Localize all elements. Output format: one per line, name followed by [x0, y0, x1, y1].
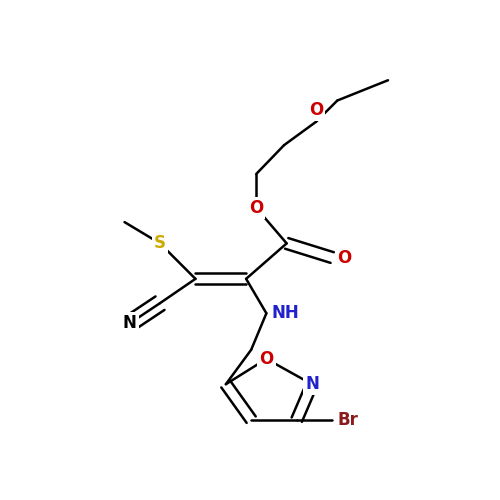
Text: O: O: [260, 350, 274, 368]
Text: O: O: [249, 199, 264, 217]
Text: O: O: [309, 102, 323, 119]
Text: NH: NH: [272, 304, 299, 322]
Text: O: O: [338, 248, 351, 266]
Text: S: S: [154, 234, 166, 252]
Text: N: N: [122, 314, 136, 332]
Text: N: N: [305, 375, 319, 393]
Text: Br: Br: [338, 410, 358, 428]
